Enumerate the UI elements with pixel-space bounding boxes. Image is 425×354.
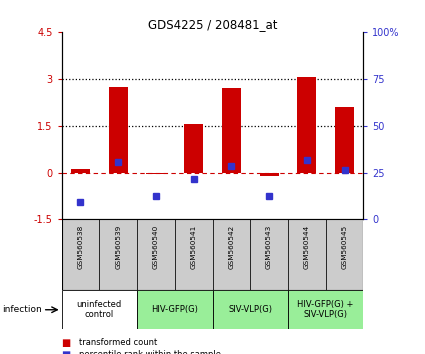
Bar	[288, 290, 363, 329]
Bar	[298, 77, 316, 172]
Text: GSM560543: GSM560543	[266, 225, 272, 269]
Bar	[260, 172, 278, 176]
Text: GSM560541: GSM560541	[191, 225, 197, 269]
Bar	[137, 290, 212, 329]
Text: GSM560538: GSM560538	[77, 225, 83, 269]
Text: GSM560545: GSM560545	[342, 225, 348, 269]
Title: GDS4225 / 208481_at: GDS4225 / 208481_at	[148, 18, 277, 31]
Text: infection: infection	[2, 305, 42, 314]
Bar	[335, 107, 354, 172]
Text: GSM560540: GSM560540	[153, 225, 159, 269]
Text: GSM560544: GSM560544	[304, 225, 310, 269]
Bar	[222, 88, 241, 172]
Bar	[184, 124, 203, 172]
Bar	[288, 219, 326, 290]
Text: GSM560542: GSM560542	[228, 225, 234, 269]
Bar	[137, 219, 175, 290]
Text: transformed count: transformed count	[79, 338, 157, 347]
Bar	[250, 219, 288, 290]
Bar	[99, 219, 137, 290]
Bar	[212, 219, 250, 290]
Text: HIV-GFP(G): HIV-GFP(G)	[151, 305, 198, 314]
Bar	[62, 219, 99, 290]
Text: HIV-GFP(G) +
SIV-VLP(G): HIV-GFP(G) + SIV-VLP(G)	[298, 300, 354, 319]
Text: SIV-VLP(G): SIV-VLP(G)	[228, 305, 272, 314]
Text: percentile rank within the sample: percentile rank within the sample	[79, 350, 221, 354]
Bar	[71, 169, 90, 172]
Text: uninfected
control: uninfected control	[77, 300, 122, 319]
Text: ■: ■	[62, 338, 71, 348]
Bar	[326, 219, 363, 290]
Bar	[62, 290, 137, 329]
Text: GSM560539: GSM560539	[115, 225, 121, 269]
Bar	[109, 87, 127, 172]
Bar	[212, 290, 288, 329]
Bar	[175, 219, 212, 290]
Text: ■: ■	[62, 350, 71, 354]
Bar	[147, 172, 165, 174]
